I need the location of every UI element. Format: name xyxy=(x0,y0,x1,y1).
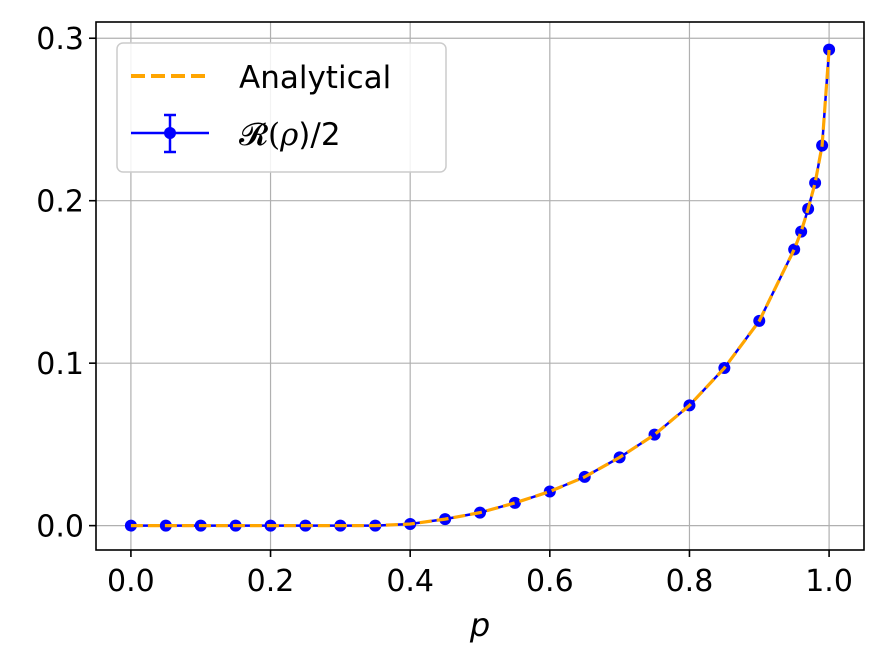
x-tick-label: 0.8 xyxy=(666,564,714,599)
x-tick-label: 0.0 xyxy=(107,564,155,599)
y-tick-label: 0.3 xyxy=(36,22,84,57)
x-tick-label: 0.4 xyxy=(386,564,434,599)
x-tick-label: 1.0 xyxy=(805,564,853,599)
plot-series xyxy=(124,43,836,532)
axis-ticks: 0.0 0.2 0.4 0.6 0.8 1.0 0.0 0.1 0.2 0.3 xyxy=(36,22,853,599)
series-ratio-point xyxy=(788,243,801,256)
series-analytical-line xyxy=(130,49,831,528)
plot-frame xyxy=(95,21,865,551)
series-ratio-point xyxy=(543,485,556,498)
legend-label-ratio-suffix: )/2 xyxy=(298,117,340,153)
series-ratio-point xyxy=(508,496,521,509)
legend-label-ratio-prefix: 𝓡( xyxy=(239,117,280,153)
series-ratio-point xyxy=(809,176,822,189)
legend: Analytical 𝓡(ρ)/2 xyxy=(116,42,447,173)
y-tick-label: 0.1 xyxy=(36,347,84,382)
x-axis-label: p xyxy=(469,606,490,644)
y-tick-label: 0.0 xyxy=(36,510,84,545)
legend-swatch-ratio-marker xyxy=(164,127,176,139)
legend-label-ratio-symbol: ρ xyxy=(279,117,298,153)
legend-label-ratio: 𝓡(ρ)/2 xyxy=(239,117,341,153)
series-ratio-point xyxy=(795,225,808,238)
x-tick-label: 0.6 xyxy=(526,564,574,599)
y-tick-label: 0.2 xyxy=(36,185,84,220)
x-tick-label: 0.2 xyxy=(247,564,295,599)
series-ratio-point xyxy=(823,43,836,56)
legend-label-analytical: Analytical xyxy=(239,60,391,96)
